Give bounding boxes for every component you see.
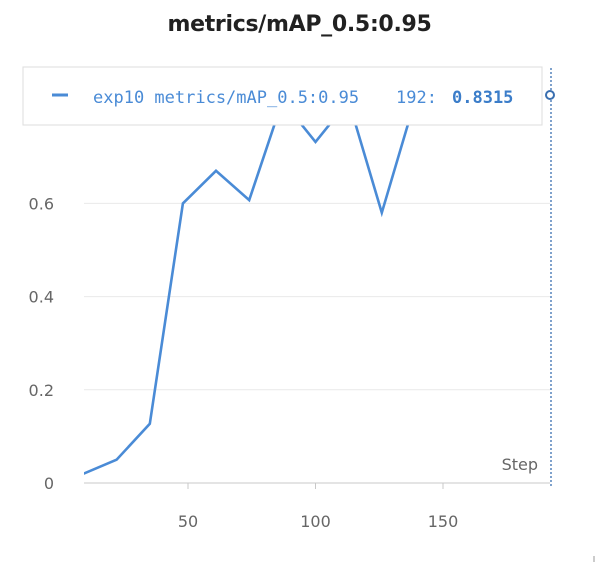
hover-tooltip: exp10 metrics/mAP_0.5:0.95 192: 0.8315	[22, 66, 543, 126]
series-line	[84, 98, 417, 475]
tooltip-step: 192:	[396, 88, 437, 108]
x-tick-label: 50	[178, 512, 198, 531]
x-tick-label: 100	[300, 512, 331, 531]
y-tick-label: 0.6	[29, 194, 54, 213]
x-tick-label: 150	[428, 512, 459, 531]
grid	[84, 202, 550, 391]
tooltip-series-label: exp10 metrics/mAP_0.5:0.95	[93, 88, 359, 108]
tooltip-box	[22, 66, 543, 126]
y-axis-ticks: 0 0.2 0.4 0.6	[29, 194, 54, 493]
y-tick-label: 0.4	[29, 288, 54, 307]
x-axis-ticks: 50 100 150	[178, 483, 458, 531]
y-tick-label: 0	[44, 474, 54, 493]
x-axis-label: Step	[502, 455, 538, 474]
series-group	[84, 98, 417, 475]
y-tick-label: 0.2	[29, 381, 54, 400]
crosshair-handle[interactable]	[545, 90, 555, 100]
tooltip-value: 0.8315	[452, 88, 513, 108]
chart-title: metrics/mAP_0.5:0.95	[167, 12, 432, 37]
